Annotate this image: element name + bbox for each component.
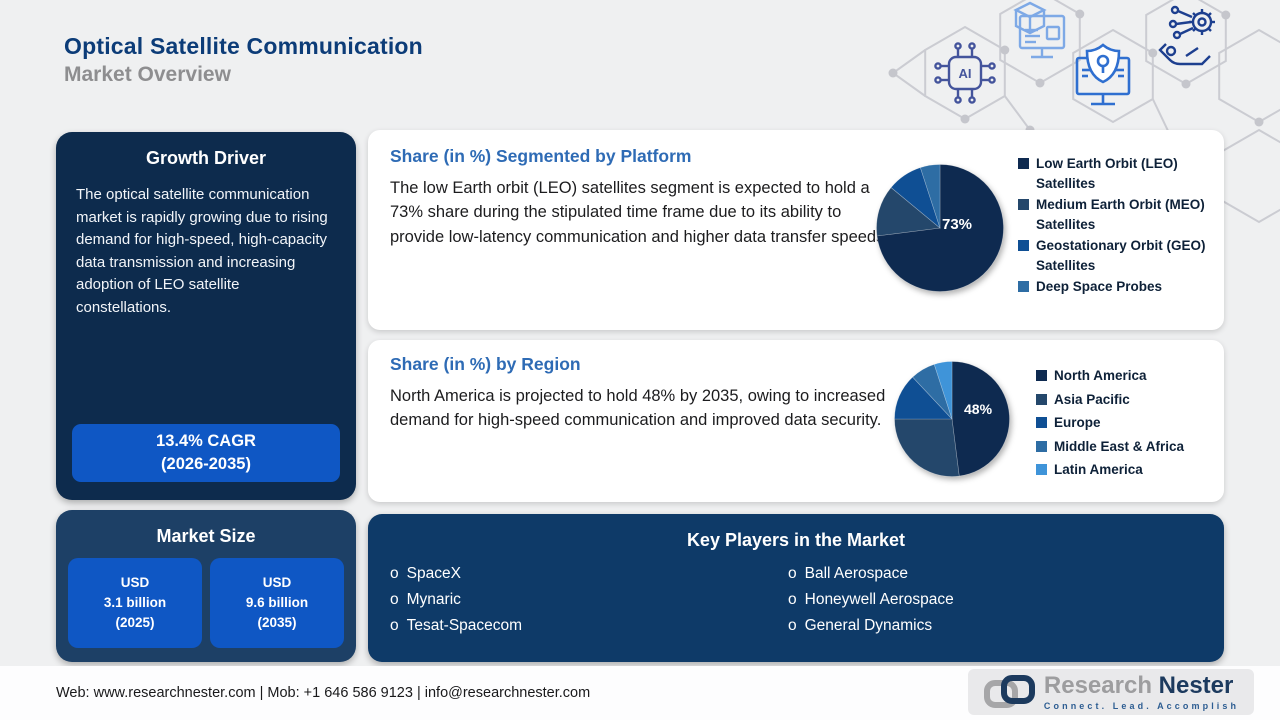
region-share-card: Share (in %) by Region North America is … (368, 340, 1224, 502)
ai-chip-icon: AI (934, 42, 996, 104)
growth-driver-panel: Growth Driver The optical satellite comm… (56, 132, 356, 500)
ms-currency: USD (262, 574, 292, 590)
legend-swatch (1018, 240, 1029, 252)
logo-tagline: Connect. Lead. Accomplish (1043, 700, 1240, 711)
page-title: Optical Satellite Communication (64, 33, 423, 59)
pie-slice (894, 418, 960, 477)
key-player-item: o Honeywell Aerospace (788, 591, 954, 609)
legend-swatch (1036, 370, 1047, 381)
key-players-left-column: o SpaceX o Mynaric o Tesat-Spacecom (390, 561, 522, 639)
legend-item: Medium Earth Orbit (MEO) Satellites (1018, 195, 1220, 234)
legend-swatch (1036, 393, 1047, 405)
market-size-title: Market Size (156, 526, 256, 546)
legend-item: North America (1036, 366, 1226, 386)
pie-slice (933, 361, 953, 420)
legend-swatch (1036, 464, 1047, 476)
region-card-heading: Share (in %) by Region (390, 354, 581, 374)
pie-slice (876, 164, 1004, 292)
ms-value: 9.6 billion (245, 594, 309, 610)
platform-share-card: Share (in %) Segmented by Platform The l… (368, 130, 1224, 330)
bullet-icon: o (788, 591, 797, 609)
platform-pie-data-label: 73% (942, 216, 973, 233)
hexagon-node-dots (888, 9, 1264, 140)
platform-card-heading: Share (in %) Segmented by Platform (390, 146, 692, 166)
footer-contact-info: Web: www.researchnester.com | Mob: +1 64… (56, 685, 591, 701)
legend-swatch (1036, 440, 1047, 452)
logo-chain-icon (983, 675, 1035, 708)
legend-swatch (1036, 417, 1047, 429)
growth-driver-title: Growth Driver (145, 148, 267, 168)
market-size-2035-badge: USD 9.6 billion (2035) (210, 558, 344, 648)
pie-slice (912, 363, 953, 420)
key-players-right-column: o Ball Aerospace o Honeywell Aerospace o Gene… (788, 561, 954, 639)
bullet-icon: o (390, 565, 399, 582)
region-pie-chart (894, 361, 1010, 477)
pie-slice (919, 164, 941, 229)
region-legend: North America Asia Pacific Europe Middle Ea… (1036, 366, 1226, 480)
bullet-icon: o (788, 565, 797, 582)
key-players-title: Key Players in the Market (686, 530, 906, 550)
legend-swatch (1018, 158, 1029, 169)
secure-monitor-icon (1075, 43, 1131, 106)
key-player-item: o Mynaric (390, 591, 461, 609)
key-player-item: o General Dynamics (788, 617, 933, 635)
page-subtitle: Market Overview (64, 63, 231, 86)
legend-item: Low Earth Orbit (LEO) Satellites (1018, 154, 1220, 193)
bullet-icon: o (390, 617, 399, 635)
ms-year: (2025) (115, 615, 155, 631)
growth-driver-body: The optical satellite communication mark… (76, 186, 328, 316)
ms-currency: USD (120, 574, 150, 590)
pie-slice (890, 167, 941, 229)
legend-item: Latin America (1036, 460, 1226, 480)
cagr-badge: 13.4% CAGR (2026-2035) (72, 424, 340, 482)
ms-year: (2035) (257, 615, 297, 631)
research-nester-logo: Research Nester Connect. Lead. Accomplis… (968, 669, 1254, 715)
logo-word-nester: Nester (1158, 671, 1234, 699)
market-size-2025-badge: USD 3.1 billion (2025) (68, 558, 202, 648)
key-player-item: o SpaceX (390, 565, 461, 582)
footer-bar: Web: www.researchnester.com | Mob: +1 64… (0, 666, 1280, 720)
market-size-panel: Market Size USD 3.1 billion (2025) USD 9… (56, 510, 356, 662)
pie-slice (876, 187, 941, 237)
platform-card-body: The low Earth orbit (LEO) satellites seg… (390, 179, 889, 246)
legend-item: Geostationary Orbit (GEO) Satellites (1018, 236, 1220, 275)
key-player-item: o Tesat-Spacecom (390, 617, 523, 635)
ms-value: 3.1 billion (103, 594, 167, 610)
page-title-block: Optical Satellite Communication Market O… (64, 33, 423, 87)
bullet-icon: o (390, 591, 399, 609)
legend-item: Asia Pacific (1036, 390, 1226, 410)
pie-slice (894, 376, 953, 420)
region-card-body: North America is projected to hold 48% b… (390, 387, 886, 430)
cagr-value: 13.4% CAGR (156, 431, 256, 450)
platform-legend: Low Earth Orbit (LEO) Satellites Medium E… (1018, 154, 1220, 297)
svg-text:AI: AI (959, 66, 972, 81)
robotic-hand-gear-icon (1158, 5, 1215, 66)
legend-item: Europe (1036, 413, 1226, 433)
legend-item: Middle East & Africa (1036, 437, 1226, 457)
key-players-panel: Key Players in the Market o SpaceX o Mynari… (368, 514, 1224, 662)
cagr-period: (2026-2035) (161, 455, 251, 473)
bullet-icon: o (788, 617, 797, 635)
key-player-item: o Ball Aerospace (788, 565, 909, 582)
logo-word-research: Research (1043, 671, 1152, 699)
legend-swatch (1018, 199, 1029, 211)
legend-swatch (1018, 281, 1029, 293)
cubes-monitor-icon (1013, 1, 1066, 59)
legend-item: Deep Space Probes (1018, 277, 1220, 297)
pie-slice (951, 361, 1010, 477)
platform-pie-chart (876, 164, 1004, 292)
region-pie-data-label: 48% (964, 401, 993, 417)
